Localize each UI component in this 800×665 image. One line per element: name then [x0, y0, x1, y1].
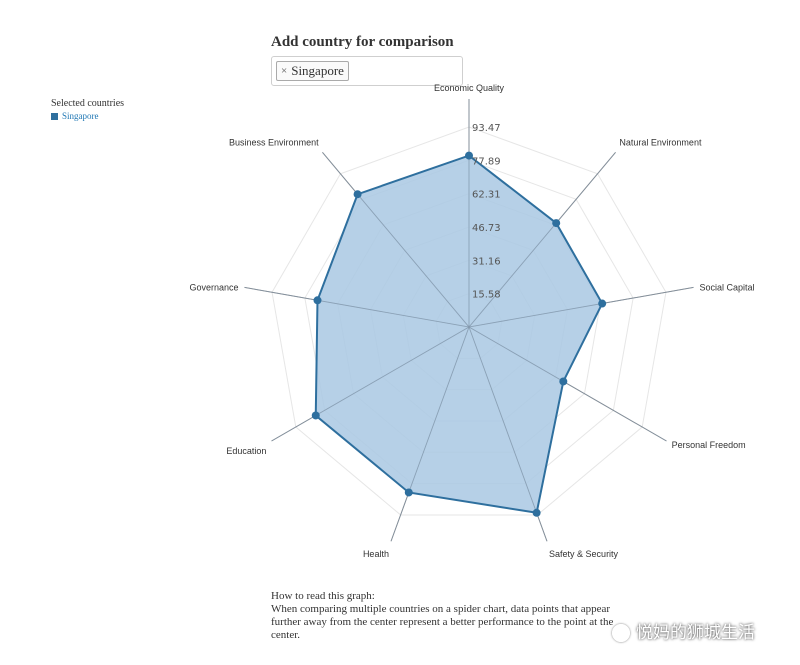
- legend-swatch: [51, 112, 58, 120]
- axis-label: Business Environment: [229, 138, 319, 148]
- axis-line-overlay: [468, 326, 548, 542]
- grid-ring: [271, 126, 667, 516]
- series-area: [314, 154, 604, 514]
- tick-label: 93.47: [472, 123, 501, 134]
- axis-line-overlay: [468, 287, 694, 328]
- country-tag: × Singapore: [276, 61, 349, 81]
- legend: Selected countries Singapore: [51, 98, 124, 121]
- remove-tag-icon[interactable]: ×: [281, 65, 288, 77]
- axis-line-overlay: [468, 152, 616, 328]
- legend-label: Singapore: [62, 111, 99, 121]
- tick-label: 62.31: [472, 190, 501, 201]
- tick-label: 15.58: [472, 290, 501, 301]
- footer-heading: How to read this graph:: [271, 590, 375, 602]
- watermark-text: 悦妈的狮城生活: [636, 623, 755, 643]
- axis-line-overlay: [271, 326, 470, 442]
- data-point: [598, 299, 607, 308]
- axis-label: Personal Freedom: [672, 440, 746, 450]
- wechat-icon: [612, 624, 630, 642]
- legend-item[interactable]: Singapore: [51, 111, 124, 121]
- legend-title: Selected countries: [51, 98, 125, 109]
- axis-label: Economic Quality: [434, 83, 505, 93]
- watermark: 悦妈的狮城生活: [612, 618, 755, 643]
- data-point: [353, 190, 362, 199]
- axis-label: Social Capital: [699, 282, 754, 292]
- axis-line-overlay: [468, 326, 667, 442]
- axis-label: Safety & Security: [549, 549, 619, 559]
- axis-line-overlay: [322, 152, 470, 328]
- data-point: [559, 377, 568, 386]
- data-point: [552, 219, 561, 228]
- country-tag-label: Singapore: [291, 63, 344, 78]
- country-search-input[interactable]: × Singapore: [271, 56, 463, 86]
- axis-label: Health: [363, 549, 389, 559]
- data-point: [311, 411, 320, 420]
- data-point: [532, 508, 541, 517]
- axis-line-overlay: [390, 326, 470, 542]
- footer-text: When comparing multiple countries on a s…: [271, 603, 614, 641]
- data-point: [465, 151, 473, 160]
- tick-label: 77.89: [472, 156, 501, 167]
- axis-label: Education: [226, 446, 266, 456]
- data-point: [313, 296, 322, 305]
- page-title: Add country for comparison: [271, 34, 454, 50]
- tick-label: 31.16: [472, 256, 501, 267]
- data-point: [404, 488, 413, 497]
- tick-label: 46.73: [472, 223, 501, 234]
- axis-line-overlay: [244, 287, 470, 328]
- axis-label: Natural Environment: [619, 138, 702, 148]
- footer-note: How to read this graph: When comparing m…: [271, 590, 631, 642]
- axis-label: Governance: [190, 282, 239, 292]
